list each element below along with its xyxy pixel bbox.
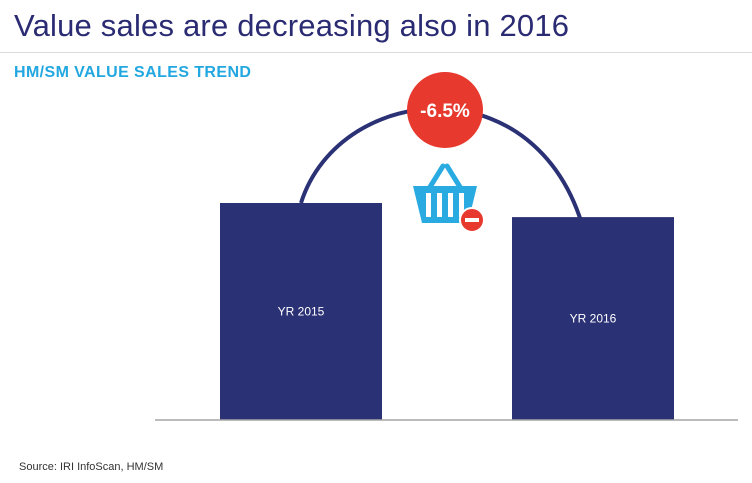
- change-badge: -6.5%: [407, 72, 483, 148]
- change-badge-label: -6.5%: [420, 101, 470, 122]
- source-note: Source: IRI InfoScan, HM/SM: [19, 461, 164, 473]
- bars-layer: YR 2015 YR 2016: [220, 203, 674, 420]
- title-divider: [0, 52, 752, 53]
- page-title: Value sales are decreasing also in 2016: [14, 8, 570, 43]
- chart-subtitle: HM/SM VALUE SALES TREND: [14, 64, 252, 81]
- minus-circle-icon: [459, 207, 485, 233]
- arrow-down-icon: [580, 236, 596, 250]
- bar-2: [512, 217, 674, 420]
- bar-1: [220, 203, 382, 420]
- bar-label-1: YR 2015: [278, 305, 325, 319]
- bar-label-2: YR 2016: [570, 312, 617, 326]
